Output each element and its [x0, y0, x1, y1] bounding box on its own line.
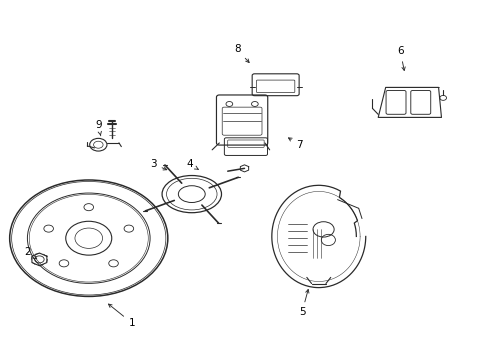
- Text: 8: 8: [234, 45, 248, 63]
- Text: 7: 7: [288, 138, 302, 150]
- Text: 9: 9: [95, 120, 102, 136]
- Text: 5: 5: [298, 289, 308, 317]
- Text: 1: 1: [108, 304, 135, 328]
- Text: 6: 6: [396, 46, 405, 71]
- Text: 2: 2: [24, 247, 37, 259]
- Text: 4: 4: [186, 159, 198, 169]
- Text: 3: 3: [150, 159, 166, 170]
